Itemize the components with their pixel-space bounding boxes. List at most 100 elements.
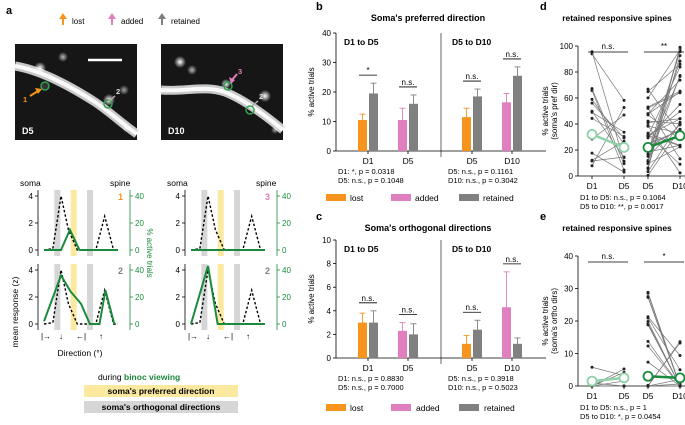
- spine-point: [678, 45, 682, 49]
- y-tick-label: 6: [327, 283, 332, 292]
- group-title-right: D5 to D10: [452, 244, 491, 254]
- spine-point: [646, 133, 650, 137]
- legend-swatch-lost: [326, 194, 346, 201]
- spine-point: [646, 87, 650, 91]
- legend-added: added: [121, 17, 143, 26]
- left-tick-label: 4: [29, 266, 34, 275]
- y-tick-label: 100: [560, 42, 574, 51]
- soma-curve: [190, 269, 265, 325]
- spine-point: [678, 117, 682, 121]
- spine-point: [678, 341, 682, 345]
- panel-d-title: retained responsive spines: [562, 13, 672, 23]
- spine-point: [678, 110, 682, 114]
- spine-pair-line: [647, 88, 681, 134]
- right-tick-label: 20: [282, 219, 291, 228]
- x-tick-label: D5: [467, 156, 478, 166]
- stat-text: D5: n.s., p = 0.1048: [338, 176, 404, 185]
- bar-retained: [409, 334, 418, 358]
- panel-e-chart: 40 30 20 10 0 % active trials (soma's ortho di…: [541, 252, 685, 421]
- soma-label-d5: soma: [20, 178, 41, 188]
- spine-point: [622, 130, 626, 134]
- spine-point: [646, 154, 650, 158]
- panel-e-title: retained responsive spines: [562, 223, 672, 233]
- bar-lost: [358, 322, 367, 358]
- spine-point: [646, 360, 650, 364]
- sig-label: n.s.: [506, 50, 519, 59]
- pref-band: [70, 190, 77, 256]
- spine-point: [678, 127, 682, 131]
- spine-point: [678, 143, 682, 147]
- y-tick-label: 20: [322, 88, 331, 97]
- spine-point: [646, 339, 650, 343]
- spine-pair-line: [647, 79, 681, 114]
- spine-pair-line: [647, 108, 681, 160]
- stat-text: D5: n.s., p = 0.1161: [448, 167, 513, 176]
- soma-label-d10: soma: [167, 178, 188, 188]
- ortho-dir-box: [84, 401, 238, 413]
- spine-pair-line: [647, 76, 681, 152]
- a-ylabel-right: % active trials: [145, 228, 154, 277]
- spine-point: [646, 290, 650, 294]
- spine-number: 3: [265, 192, 270, 202]
- panel-b-label: b: [316, 1, 323, 13]
- group-title-left: D1 to D5: [344, 37, 379, 47]
- spine1-circle: [40, 81, 50, 91]
- spine-activity-curve: [190, 265, 265, 325]
- group-title-right: D5 to D10: [452, 37, 491, 47]
- spine2-d10-circle: [245, 105, 255, 115]
- spine-pair-line: [647, 292, 681, 387]
- bar-lost: [462, 117, 471, 151]
- spine-activity-curve: [43, 273, 116, 325]
- spine-point: [646, 323, 650, 327]
- x-tick-label: D10: [672, 391, 685, 401]
- spine-pair-line: [591, 110, 625, 158]
- spine-point: [678, 74, 682, 78]
- spine-point: [678, 368, 682, 372]
- spine-point: [590, 87, 594, 91]
- spine-point: [622, 105, 626, 109]
- legend-swatch-lost: [326, 404, 346, 411]
- spine-pair-line: [591, 380, 625, 387]
- spine-pair-line: [647, 316, 681, 356]
- x-tick-label: D10: [504, 363, 520, 373]
- right-tick-label: 40: [282, 192, 291, 201]
- spine-pair-line: [647, 125, 681, 134]
- spine-point: [646, 170, 650, 174]
- y-tick-label: 30: [564, 285, 573, 294]
- spine-pair-line: [647, 361, 681, 387]
- spine-point: [622, 98, 626, 102]
- legend-swatch-added: [391, 194, 411, 201]
- right-tick-label: 20: [282, 293, 291, 302]
- spine-pair-line: [591, 368, 625, 387]
- mean-marker: [586, 375, 598, 387]
- y-tick-label: 30: [322, 59, 331, 68]
- sig-label: **: [661, 42, 667, 51]
- x-tick-label: D5: [403, 156, 414, 166]
- spine-point: [590, 97, 594, 101]
- spine-pair-line: [647, 125, 681, 174]
- direction-arrow: ↑: [246, 332, 250, 341]
- spine-point: [622, 162, 626, 166]
- spine-pair-line: [647, 92, 681, 109]
- legend-label-lost: lost: [350, 193, 364, 203]
- right-tick-label: 40: [135, 266, 144, 275]
- pref-dir-box: [84, 385, 238, 397]
- direction-arrow: ←|: [223, 332, 233, 341]
- spine-point: [590, 365, 594, 369]
- sig-label: n.s.: [602, 252, 615, 261]
- spine3-number: 3: [238, 67, 242, 76]
- bar-added: [502, 102, 511, 151]
- spine2-d10-number: 2: [259, 92, 263, 101]
- spine-point: [678, 91, 682, 95]
- spine-label-d10: spine: [256, 178, 277, 188]
- sig-label: n.s.: [402, 306, 415, 315]
- panel-e-label: e: [540, 211, 546, 223]
- left-tick-label: 0: [176, 320, 181, 329]
- spine-point: [646, 173, 650, 177]
- y-tick-label: 40: [322, 29, 331, 38]
- bar-retained: [473, 329, 482, 358]
- bar-retained: [409, 103, 418, 151]
- spine-point: [646, 344, 650, 348]
- mean-marker: [642, 370, 654, 382]
